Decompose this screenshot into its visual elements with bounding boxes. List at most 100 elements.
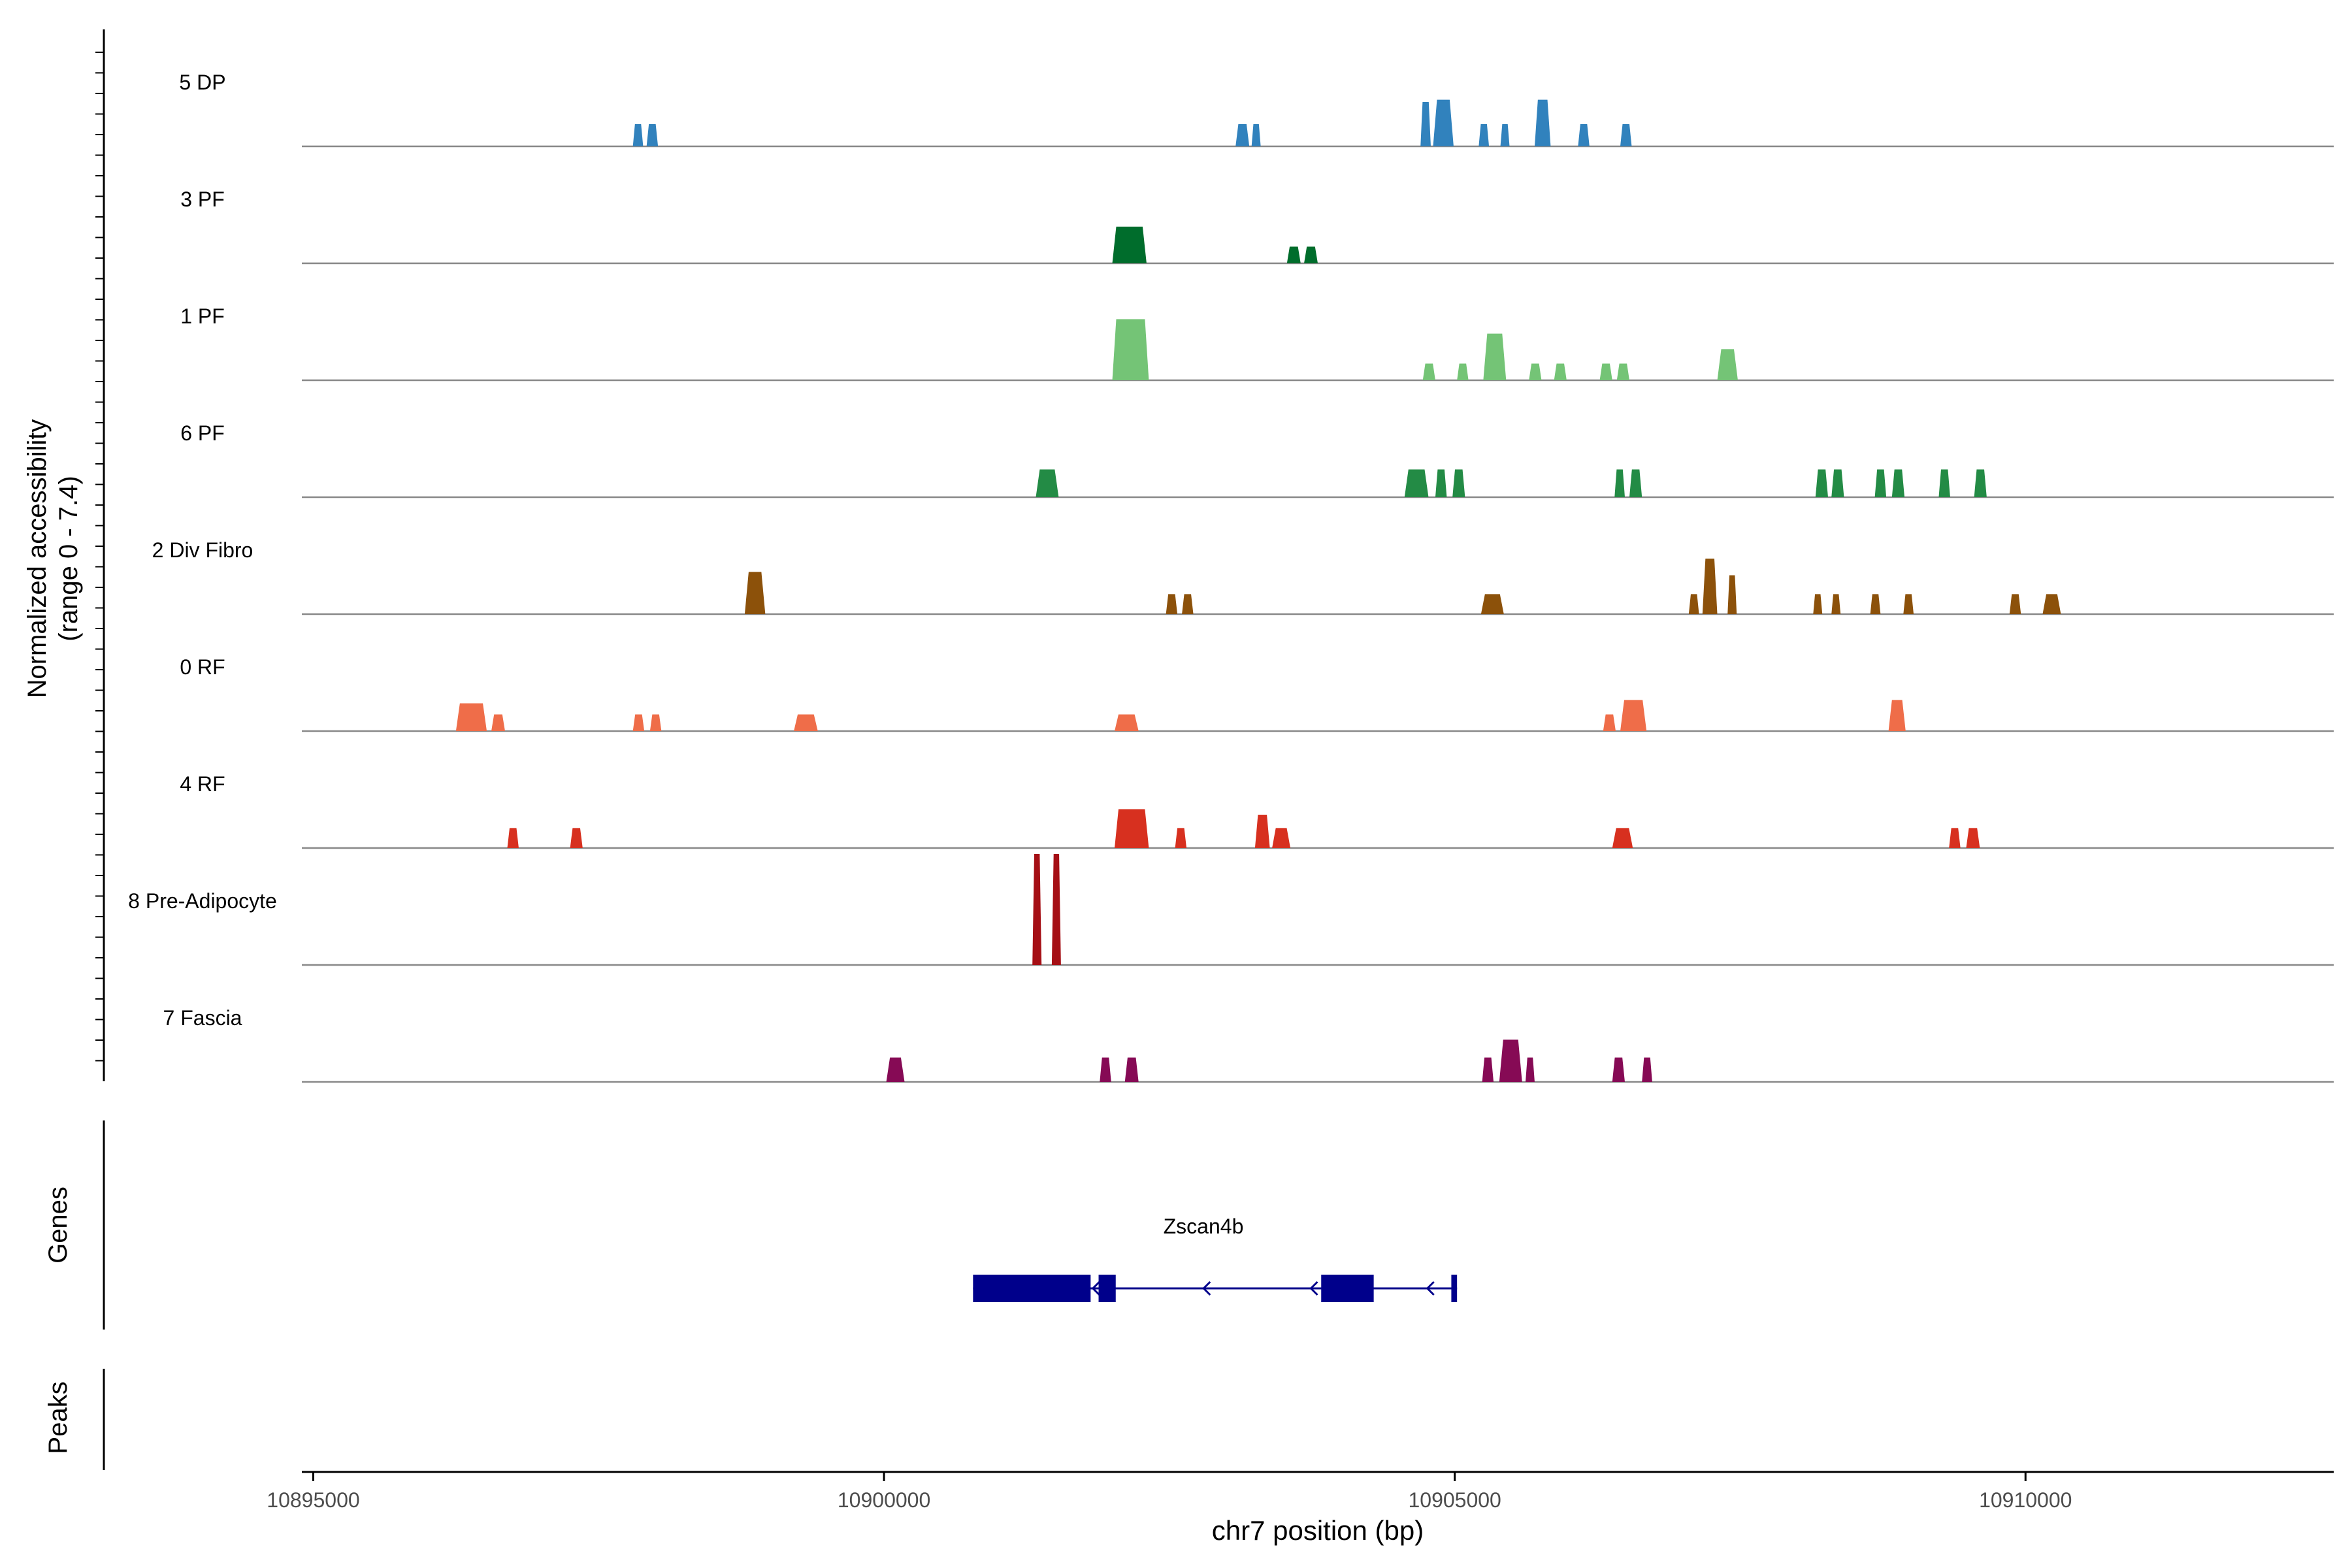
coverage-peak xyxy=(1422,363,1435,380)
coverage-peak xyxy=(1614,469,1625,497)
coverage-peak xyxy=(1717,349,1738,380)
coverage-peak xyxy=(1612,828,1633,848)
coverage-peak xyxy=(1124,1057,1139,1082)
track-2-div-fibro: 2 Div Fibro xyxy=(152,538,2334,615)
coverage-peak xyxy=(1254,815,1270,848)
x-tick-label: 10895000 xyxy=(267,1488,359,1512)
coverage-peak xyxy=(1874,469,1887,497)
coverage-peak xyxy=(1578,124,1590,146)
gene-track: Zscan4b xyxy=(973,1215,1458,1302)
coverage-peak xyxy=(1480,594,1504,614)
coverage-peak xyxy=(632,714,645,731)
coverage-peak xyxy=(570,828,583,848)
coverage-peak xyxy=(1599,363,1612,380)
coverage-y-axis-ticks xyxy=(95,52,104,1062)
track-label: 3 PF xyxy=(180,188,225,211)
coverage-peak xyxy=(1166,594,1178,614)
coverage-peak xyxy=(1620,700,1647,731)
track-label: 1 PF xyxy=(180,304,225,328)
coverage-peak xyxy=(1286,246,1301,263)
genes-panel-label: Genes xyxy=(44,1186,73,1264)
coverage-peak xyxy=(1949,828,1961,848)
coverage-peak xyxy=(1554,363,1567,380)
coverage-peak xyxy=(886,1057,905,1082)
coverage-peak xyxy=(1251,124,1261,146)
coverage-peak xyxy=(1727,575,1737,614)
track-8-pre-adipocyte: 8 Pre-Adipocyte xyxy=(128,854,2334,966)
gene-exon xyxy=(973,1275,1091,1302)
coverage-peak xyxy=(491,714,505,731)
track-label: 5 DP xyxy=(179,71,225,94)
track-label: 7 Fascia xyxy=(163,1006,242,1030)
coverage-peak xyxy=(1499,1039,1522,1082)
track-label: 0 RF xyxy=(180,655,225,679)
coverage-peak xyxy=(1457,363,1469,380)
y-axis-label: Normalized accessibility xyxy=(23,419,52,698)
coverage-peak xyxy=(1903,594,1914,614)
coverage-peak xyxy=(646,124,659,146)
coverage-peak xyxy=(1603,714,1616,731)
coverage-peak xyxy=(1870,594,1881,614)
coverage-peak xyxy=(1612,1057,1625,1082)
coverage-peak xyxy=(744,572,766,614)
coverage-peak xyxy=(1112,319,1149,380)
coverage-tracks: 5 DP 3 PF 1 PF 6 PF 2 Div Fibro 0 RF 4 RF 8 Pre… xyxy=(128,71,2334,1083)
gene-strand-arrow xyxy=(1426,1281,1435,1296)
coverage-peak xyxy=(1420,102,1431,146)
track-1-pf: 1 PF xyxy=(180,304,2334,382)
x-axis-label: chr7 position (bp) xyxy=(1212,1515,1424,1546)
track-3-pf: 3 PF xyxy=(180,188,2334,265)
track-label: 6 PF xyxy=(180,421,225,445)
coverage-peak xyxy=(1175,828,1187,848)
coverage-peak xyxy=(1182,594,1194,614)
gene-strand-arrow xyxy=(1309,1281,1318,1296)
coverage-peak xyxy=(1938,469,1950,497)
coverage-peak xyxy=(1036,469,1059,497)
coverage-peak xyxy=(649,714,662,731)
peaks-panel-label: Peaks xyxy=(44,1381,73,1454)
x-tick-label: 10905000 xyxy=(1408,1488,1501,1512)
track-4-rf: 4 RF xyxy=(180,772,2334,849)
coverage-peak xyxy=(1115,714,1139,731)
coverage-peak xyxy=(1620,124,1632,146)
coverage-peak xyxy=(1525,1057,1535,1082)
track-0-rf: 0 RF xyxy=(180,655,2334,732)
coverage-peak xyxy=(1815,469,1828,497)
track-6-pf: 6 PF xyxy=(180,421,2334,498)
coverage-peak xyxy=(1974,469,1987,497)
track-label: 4 RF xyxy=(180,772,225,796)
coverage-peak xyxy=(1452,469,1465,497)
coverage-peak xyxy=(1831,469,1844,497)
track-5-dp: 5 DP xyxy=(179,71,2334,148)
coverage-peak xyxy=(1813,594,1823,614)
coverage-peak xyxy=(1482,1057,1494,1082)
coverage-peak xyxy=(1404,469,1429,497)
coverage-peak xyxy=(455,703,487,731)
coverage-peak xyxy=(1272,828,1291,848)
coverage-peak xyxy=(1966,828,1980,848)
x-tick-label: 10900000 xyxy=(838,1488,930,1512)
coverage-peak xyxy=(1642,1057,1652,1082)
gene-exon xyxy=(1321,1275,1374,1302)
track-label: 2 Div Fibro xyxy=(152,538,253,562)
coverage-peak xyxy=(1304,246,1318,263)
coverage-peak xyxy=(1688,594,1699,614)
coverage-peak xyxy=(632,124,644,146)
coverage-peak xyxy=(1032,854,1042,965)
coverage-peak xyxy=(2042,594,2061,614)
coverage-peak xyxy=(1100,1057,1111,1082)
coverage-peak xyxy=(1235,124,1250,146)
track-label: 8 Pre-Adipocyte xyxy=(128,889,277,913)
coverage-peak xyxy=(2009,594,2021,614)
track-7-fascia: 7 Fascia xyxy=(163,1006,2334,1083)
coverage-peak xyxy=(1478,124,1490,146)
coverage-peak xyxy=(1534,99,1551,146)
coverage-peak xyxy=(1616,363,1629,380)
coverage-peak xyxy=(1051,854,1061,965)
coverage-peak xyxy=(1435,469,1447,497)
y-axis-range-label: (range 0 - 7.4) xyxy=(54,476,83,641)
gene-strand-arrow xyxy=(1202,1281,1211,1296)
x-tick-label: 10910000 xyxy=(1979,1488,2072,1512)
gene-strand-arrow xyxy=(1091,1281,1100,1296)
coverage-peak xyxy=(1500,124,1510,146)
